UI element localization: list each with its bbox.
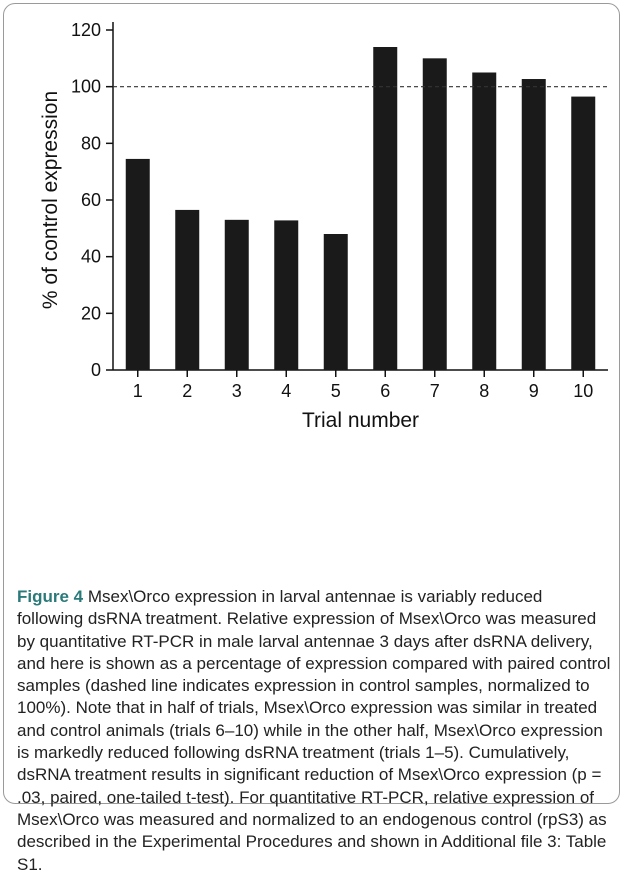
x-tick-label: 5: [331, 381, 341, 401]
x-tick-label: 7: [430, 381, 440, 401]
bar-trial-10: [571, 96, 596, 370]
y-tick-label: 120: [71, 20, 101, 40]
y-tick-label: 80: [81, 133, 101, 153]
y-tick-label: 20: [81, 303, 101, 323]
bar-trial-9: [521, 79, 546, 371]
bar-trial-2: [175, 209, 200, 370]
bar-trial-1: [125, 158, 150, 370]
x-tick-label: 1: [133, 381, 143, 401]
x-axis-label: Trial number: [302, 409, 419, 432]
bar-trial-8: [472, 72, 497, 370]
y-tick-label: 100: [71, 77, 101, 97]
bar-trial-6: [373, 47, 398, 370]
x-tick-label: 10: [573, 381, 593, 401]
x-tick-label: 6: [380, 381, 390, 401]
caption-text: Msex\Orco expression in larval antennae …: [17, 587, 611, 874]
figure-caption: Figure 4 Msex\Orco expression in larval …: [17, 586, 611, 876]
figure-frame: [3, 3, 620, 804]
x-tick-label: 3: [232, 381, 242, 401]
y-tick-label: 60: [81, 190, 101, 210]
y-axis-label: % of control expression: [39, 91, 62, 309]
caption-label: Figure 4: [17, 587, 84, 606]
x-tick-label: 4: [281, 381, 291, 401]
y-tick-label: 40: [81, 247, 101, 267]
y-tick-label: 0: [91, 360, 101, 380]
bar-trial-5: [323, 234, 348, 370]
x-tick-label: 8: [479, 381, 489, 401]
bar-trial-3: [224, 219, 249, 370]
x-tick-label: 2: [182, 381, 192, 401]
chart-bars: [125, 47, 596, 371]
x-tick-label: 9: [529, 381, 539, 401]
bar-trial-7: [422, 58, 447, 370]
bar-trial-4: [274, 220, 299, 370]
